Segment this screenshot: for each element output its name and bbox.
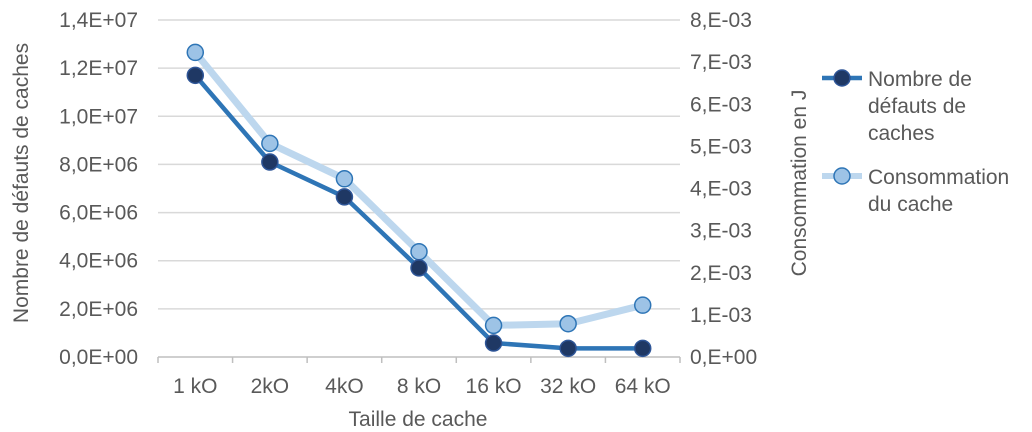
legend-label: Nombre de — [868, 68, 972, 91]
y-axis-left: 0,0E+00 2,0E+06 4,0E+06 6,0E+06 8,0E+06 1,0E+… — [59, 9, 138, 369]
data-point — [186, 43, 205, 62]
y2-tick-label: 8,E-03 — [690, 9, 752, 32]
data-point — [484, 334, 503, 352]
data-point — [633, 296, 652, 314]
data-point — [335, 170, 354, 188]
legend: Nombre de défauts de caches Consommation du … — [822, 68, 1009, 216]
y2-tick-label: 7,E-03 — [690, 51, 752, 74]
x-axis: 1 kO 2kO 4kO 8 kO 16 kO 32 kO 64 kO — [157, 356, 681, 398]
x-tick-label: 2kO — [251, 375, 290, 398]
x-tick-label: 16 kO — [466, 375, 522, 398]
legend-swatch-marker — [833, 69, 851, 87]
data-point — [335, 188, 354, 206]
x-tick-label: 1 kO — [173, 375, 217, 398]
data-point — [633, 339, 652, 358]
series-line — [191, 48, 647, 329]
data-point — [410, 242, 428, 261]
x-tick-label: 8 kO — [397, 375, 441, 398]
y-tick-label: 0,0E+00 — [59, 346, 138, 369]
y2-tick-label: 3,E-03 — [690, 220, 752, 243]
y-tick-label: 4,0E+06 — [59, 250, 138, 273]
y-tick-label: 1,2E+07 — [59, 57, 138, 80]
data-point — [559, 314, 577, 333]
data-point — [261, 153, 279, 171]
data-point — [559, 339, 577, 358]
legend-swatch-marker — [833, 167, 851, 185]
y-axis-title: Nombre de défauts de caches — [10, 43, 33, 323]
series-layer — [186, 43, 652, 358]
y-axis-right: 0,E+00 1,E-03 2,E-03 3,E-03 4,E-03 5,E-03 6,E-… — [690, 9, 757, 369]
y2-tick-label: 4,E-03 — [690, 178, 752, 201]
y2-tick-label: 2,E-03 — [690, 262, 752, 285]
y2-tick-label: 5,E-03 — [690, 135, 752, 158]
legend-label: Consommation — [868, 166, 1009, 189]
data-point — [261, 134, 279, 153]
y-tick-label: 1,4E+07 — [59, 9, 138, 32]
legend-label: du cache — [868, 193, 953, 216]
y2-tick-label: 1,E-03 — [690, 304, 752, 327]
data-point — [484, 316, 503, 335]
data-point — [186, 66, 205, 85]
data-point — [410, 259, 428, 277]
y-tick-label: 6,0E+06 — [59, 202, 138, 225]
y2-tick-label: 6,E-03 — [690, 93, 752, 116]
x-tick-label: 4kO — [325, 375, 364, 398]
x-axis-title: Taille de cache — [349, 408, 488, 431]
legend-label: défauts de — [868, 95, 966, 118]
y2-tick-label: 0,E+00 — [690, 346, 757, 369]
y-tick-label: 1,0E+07 — [59, 105, 138, 128]
y-tick-label: 2,0E+06 — [59, 298, 138, 321]
x-tick-label: 32 kO — [540, 375, 596, 398]
y-tick-label: 8,0E+06 — [59, 153, 138, 176]
x-tick-label: 64 kO — [615, 375, 671, 398]
legend-label: caches — [868, 122, 935, 145]
y2-axis-title: Consommation en J — [788, 90, 811, 277]
